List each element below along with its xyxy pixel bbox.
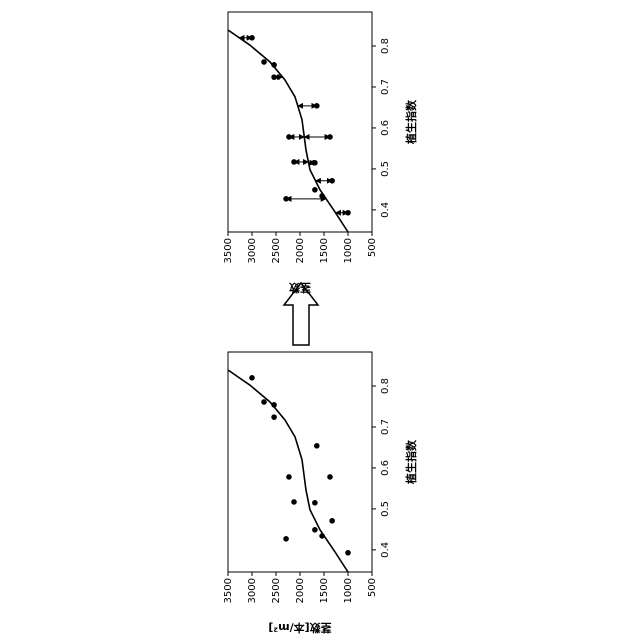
x-tick-label: 0.7 [380,79,391,95]
x-tick-label: 0.6 [380,460,391,476]
x-tick-label: 0.6 [380,120,391,136]
y-tick-label: 2000 [295,238,306,263]
data-point [329,178,335,184]
data-point [312,187,318,193]
y-axis-label: 茎数 [288,281,311,295]
data-point [261,399,267,405]
data-point [283,536,289,542]
x-tick-label: 0.8 [380,38,391,54]
y-tick-label: 3500 [223,238,234,263]
data-point [271,414,277,420]
data-point [286,134,292,140]
data-point [314,443,320,449]
y-tick-label: 2000 [295,578,306,603]
data-point [271,74,277,80]
x-tick-label: 0.7 [380,419,391,435]
y-tick-label: 2500 [271,238,282,263]
x-axis-label: 植生指数 [404,99,418,145]
figure: 0.4 0.5 0.6 0.7 0.8 3500 3000 2500 2000 1500 1000 5… [0,0,640,640]
data-point [327,134,333,140]
data-point [327,474,333,480]
data-point [286,474,292,480]
data-point [283,196,289,202]
x-tick-label: 0.5 [380,501,391,517]
x-tick-label: 0.4 [380,202,391,218]
y-tick-label: 500 [367,238,378,257]
data-point [312,500,318,506]
data-point [314,103,320,109]
y-tick-label: 1500 [319,238,330,263]
data-point [345,210,351,216]
fit-curve [228,370,348,572]
data-point [271,402,277,408]
x-axis-label: 植生指数 [404,439,418,485]
data-point [329,518,335,524]
y-tick-label: 1000 [343,238,354,263]
y-tick-label: 3500 [223,578,234,603]
fit-curve [228,30,348,232]
data-point [319,533,325,539]
data-point [291,159,297,165]
data-point [345,550,351,556]
y-tick-label: 1000 [343,578,354,603]
chart: 0.4 0.5 0.6 0.7 0.8 3500 3000 2500 2000 1500 1000 5… [223,352,418,635]
y-axis-label: 茎数[本/m²] [268,621,331,635]
data-point [319,193,325,199]
data-point [261,59,267,65]
data-point [249,35,255,41]
y-tick-label: 500 [367,578,378,597]
x-tick-label: 0.5 [380,161,391,177]
x-tick-label: 0.4 [380,542,391,558]
y-tick-label: 3000 [247,578,258,603]
data-point [312,527,318,533]
data-point [271,62,277,68]
data-point [312,160,318,166]
x-tick-label: 0.8 [380,378,391,394]
y-tick-label: 1500 [319,578,330,603]
y-tick-label: 2500 [271,578,282,603]
chart: 0.4 0.5 0.6 0.7 0.8 3500 3000 2500 2000 1500 1000 5… [223,12,418,295]
y-tick-label: 3000 [247,238,258,263]
data-point [249,375,255,381]
data-point [291,499,297,505]
